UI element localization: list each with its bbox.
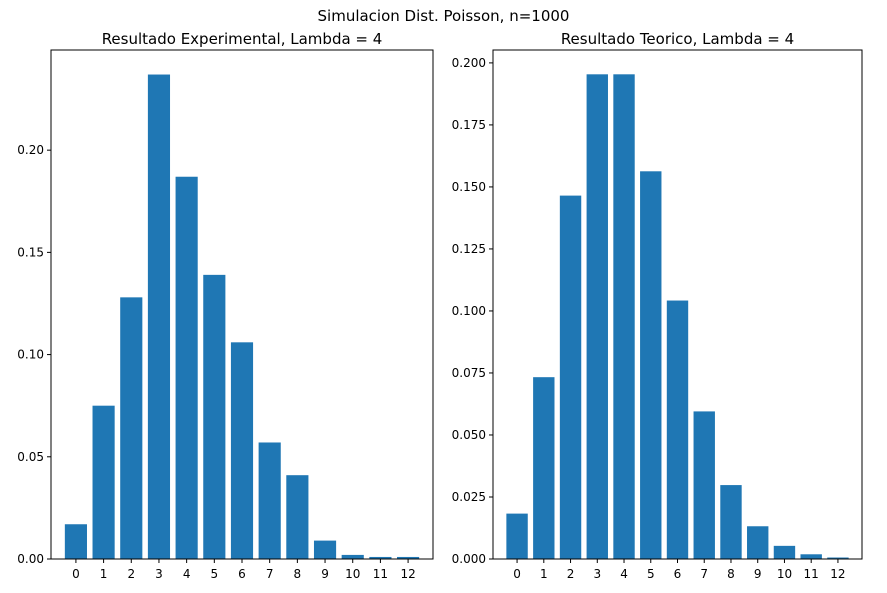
chart1-xtick-label-10: 10: [345, 567, 360, 581]
chart1-ytick-label-0: 0.00: [17, 552, 44, 566]
chart2-xtick-label-6: 6: [674, 567, 682, 581]
chart2-bar-7: [693, 411, 715, 559]
chart2-ytick-label-2: 0.050: [452, 428, 486, 442]
chart2-bar-2: [559, 195, 582, 559]
chart1-bar-11: [369, 556, 392, 559]
chart1-ytick-label-3: 0.15: [17, 245, 44, 259]
chart1-bar-3: [147, 74, 171, 559]
chart2-xtick-label-1: 1: [540, 567, 548, 581]
chart2-bar-11: [800, 554, 822, 559]
chart1-title: Resultado Experimental, Lambda = 4: [102, 30, 383, 48]
chart1-xtick-label-3: 3: [155, 567, 163, 581]
chart2-xtick-label-3: 3: [593, 567, 601, 581]
chart1-xtick-label-11: 11: [373, 567, 388, 581]
chart2-ytick-label-5: 0.125: [452, 242, 486, 256]
chart1-bar-5: [203, 274, 226, 559]
chart2-bar-10: [773, 545, 796, 559]
chart2-xtick-label-11: 11: [804, 567, 819, 581]
chart2-bar-3: [586, 74, 608, 560]
chart1-ytick-label-4: 0.20: [17, 143, 44, 157]
chart2-bar-6: [666, 300, 689, 559]
chart2-ytick-label-6: 0.150: [452, 180, 486, 194]
chart2-xtick-label-10: 10: [777, 567, 792, 581]
chart1-bar-10: [341, 554, 364, 559]
figure-suptitle: Simulacion Dist. Poisson, n=1000: [317, 7, 570, 25]
chart1-xtick-label-0: 0: [72, 567, 80, 581]
chart2-bar-12: [827, 557, 849, 559]
chart2-ytick-label-1: 0.025: [452, 490, 486, 504]
chart1-bar-4: [175, 176, 198, 559]
chart2-xtick-label-8: 8: [727, 567, 735, 581]
chart2-xtick-label-9: 9: [754, 567, 762, 581]
chart1-xtick-label-2: 2: [127, 567, 135, 581]
chart1-xtick-label-12: 12: [400, 567, 415, 581]
chart1-bar-12: [397, 556, 420, 559]
chart1-xtick-label-4: 4: [183, 567, 191, 581]
chart2-ytick-label-0: 0.000: [452, 552, 486, 566]
chart2-xtick-label-4: 4: [620, 567, 628, 581]
chart2-ytick-label-7: 0.175: [452, 118, 486, 132]
chart1-bar-7: [258, 442, 281, 559]
chart1-xtick-label-8: 8: [294, 567, 302, 581]
chart2-ytick-label-4: 0.100: [452, 304, 486, 318]
chart2-bar-1: [533, 377, 555, 559]
chart1-bar-2: [120, 297, 143, 559]
chart2-ytick-label-8: 0.200: [452, 56, 486, 70]
chart1-ytick-label-1: 0.05: [17, 450, 44, 464]
chart2-title: Resultado Teorico, Lambda = 4: [561, 30, 794, 48]
chart1-bar-0: [64, 524, 87, 559]
chart1-bar-8: [286, 475, 309, 559]
chart1-xtick-label-9: 9: [321, 567, 329, 581]
chart2-bar-9: [747, 526, 769, 559]
chart1-bar-1: [92, 405, 115, 559]
chart1-ytick-label-2: 0.10: [17, 348, 44, 362]
chart1-xtick-label-5: 5: [210, 567, 218, 581]
chart1-xtick-label-7: 7: [266, 567, 274, 581]
chart1-xtick-label-1: 1: [100, 567, 108, 581]
chart2-xtick-label-7: 7: [700, 567, 708, 581]
chart1-xtick-label-6: 6: [238, 567, 246, 581]
chart2-bar-4: [613, 74, 635, 560]
chart2-bar-5: [640, 171, 662, 559]
chart2-bar-8: [720, 485, 742, 559]
chart2-ytick-label-3: 0.075: [452, 366, 486, 380]
chart2-xtick-label-2: 2: [567, 567, 575, 581]
chart2-xtick-label-0: 0: [513, 567, 521, 581]
chart1-bar-9: [313, 540, 337, 559]
chart2-xtick-label-12: 12: [830, 567, 845, 581]
chart2-xtick-label-5: 5: [647, 567, 655, 581]
chart2-bar-0: [506, 513, 528, 559]
chart1-bar-6: [230, 342, 254, 559]
